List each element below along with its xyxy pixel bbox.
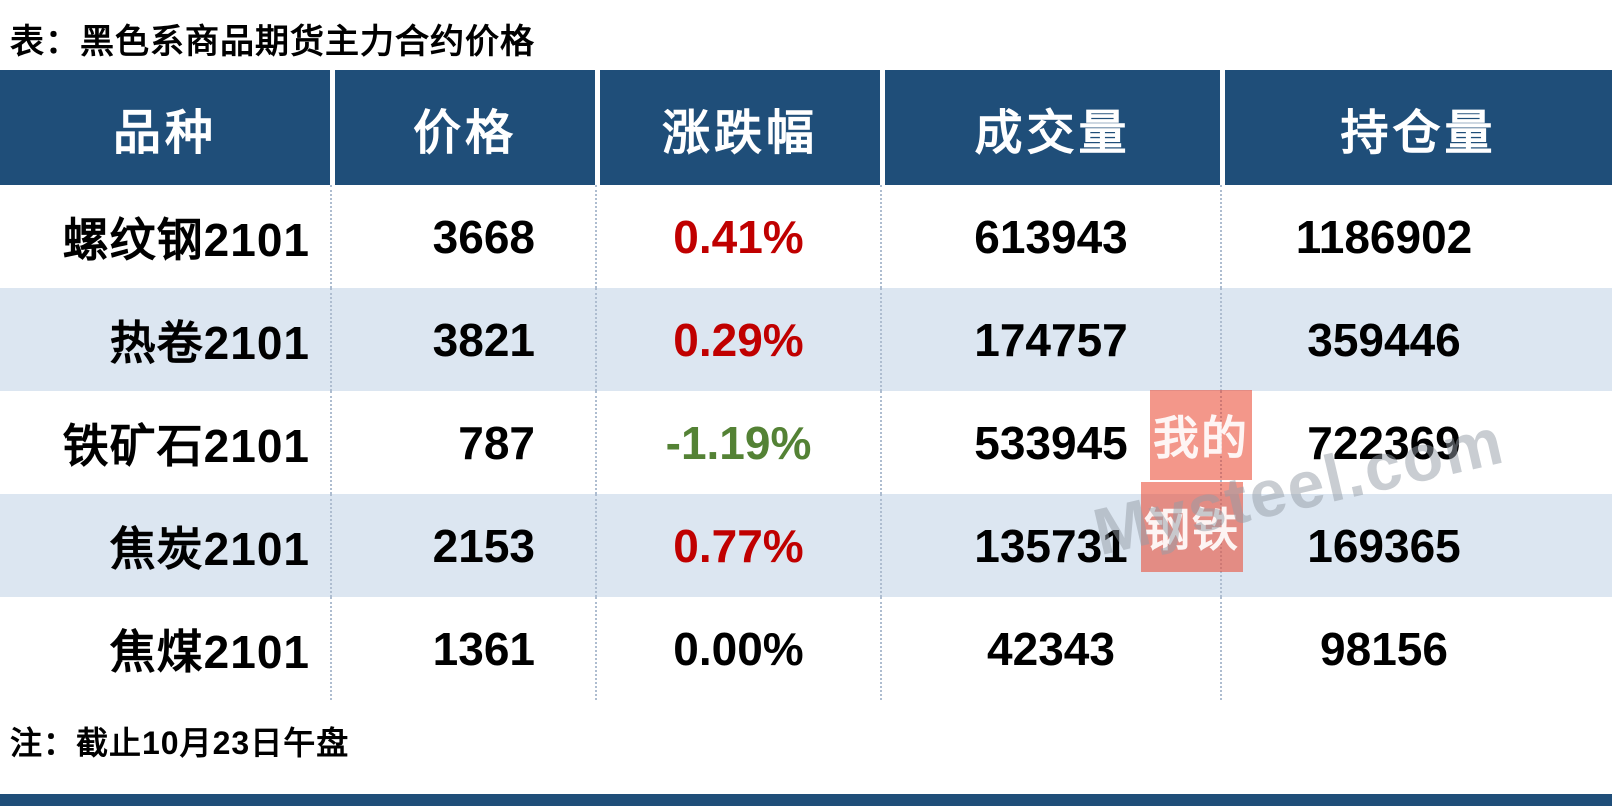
cell-change: 0.41%	[595, 185, 880, 288]
col-header-open-interest: 持仓量	[1220, 70, 1612, 185]
cell-change: 0.29%	[595, 288, 880, 391]
cell-price: 1361	[330, 597, 595, 700]
table-row: 焦煤2101 1361 0.00% 42343 98156	[0, 597, 1612, 700]
cell-open-interest: 722369	[1220, 391, 1612, 494]
cell-price: 787	[330, 391, 595, 494]
cell-open-interest: 1186902	[1220, 185, 1612, 288]
cell-variety: 热卷2101	[109, 316, 310, 369]
cell-variety: 焦炭2101	[109, 522, 310, 575]
cell-price: 2153	[330, 494, 595, 597]
cell-price: 3668	[330, 185, 595, 288]
page-title: 表：黑色系商品期货主力合约价格	[10, 23, 535, 61]
cell-variety: 螺纹钢2101	[62, 213, 310, 266]
col-header-variety: 品种	[0, 70, 330, 185]
cell-change: 0.00%	[595, 597, 880, 700]
col-header-price: 价格	[330, 70, 595, 185]
table-row: 焦炭2101 2153 0.77% 135731 169365	[0, 494, 1612, 597]
cell-open-interest: 98156	[1220, 597, 1612, 700]
col-header-change: 涨跌幅	[595, 70, 880, 185]
table-row: 铁矿石2101 787 -1.19% 533945 722369	[0, 391, 1612, 494]
cell-variety: 焦煤2101	[109, 625, 310, 678]
cell-change: -1.19%	[595, 391, 880, 494]
table-row: 螺纹钢2101 3668 0.41% 613943 1186902	[0, 185, 1612, 288]
futures-price-table: 品种 价格 涨跌幅 成交量 持仓量 螺纹钢2101 3668 0.41% 613…	[0, 70, 1612, 700]
cell-change: 0.77%	[595, 494, 880, 597]
cell-open-interest: 169365	[1220, 494, 1612, 597]
cell-volume: 42343	[880, 597, 1220, 700]
table-header-row: 品种 价格 涨跌幅 成交量 持仓量	[0, 70, 1612, 185]
bottom-bar	[0, 794, 1612, 806]
table-row: 热卷2101 3821 0.29% 174757 359446	[0, 288, 1612, 391]
cell-variety: 铁矿石2101	[62, 419, 310, 472]
cell-open-interest: 359446	[1220, 288, 1612, 391]
cell-volume: 613943	[880, 185, 1220, 288]
cell-volume: 533945	[880, 391, 1220, 494]
cell-volume: 135731	[880, 494, 1220, 597]
cell-volume: 174757	[880, 288, 1220, 391]
footnote: 注：截止10月23日午盘	[10, 725, 350, 761]
col-header-volume: 成交量	[880, 70, 1220, 185]
cell-price: 3821	[330, 288, 595, 391]
